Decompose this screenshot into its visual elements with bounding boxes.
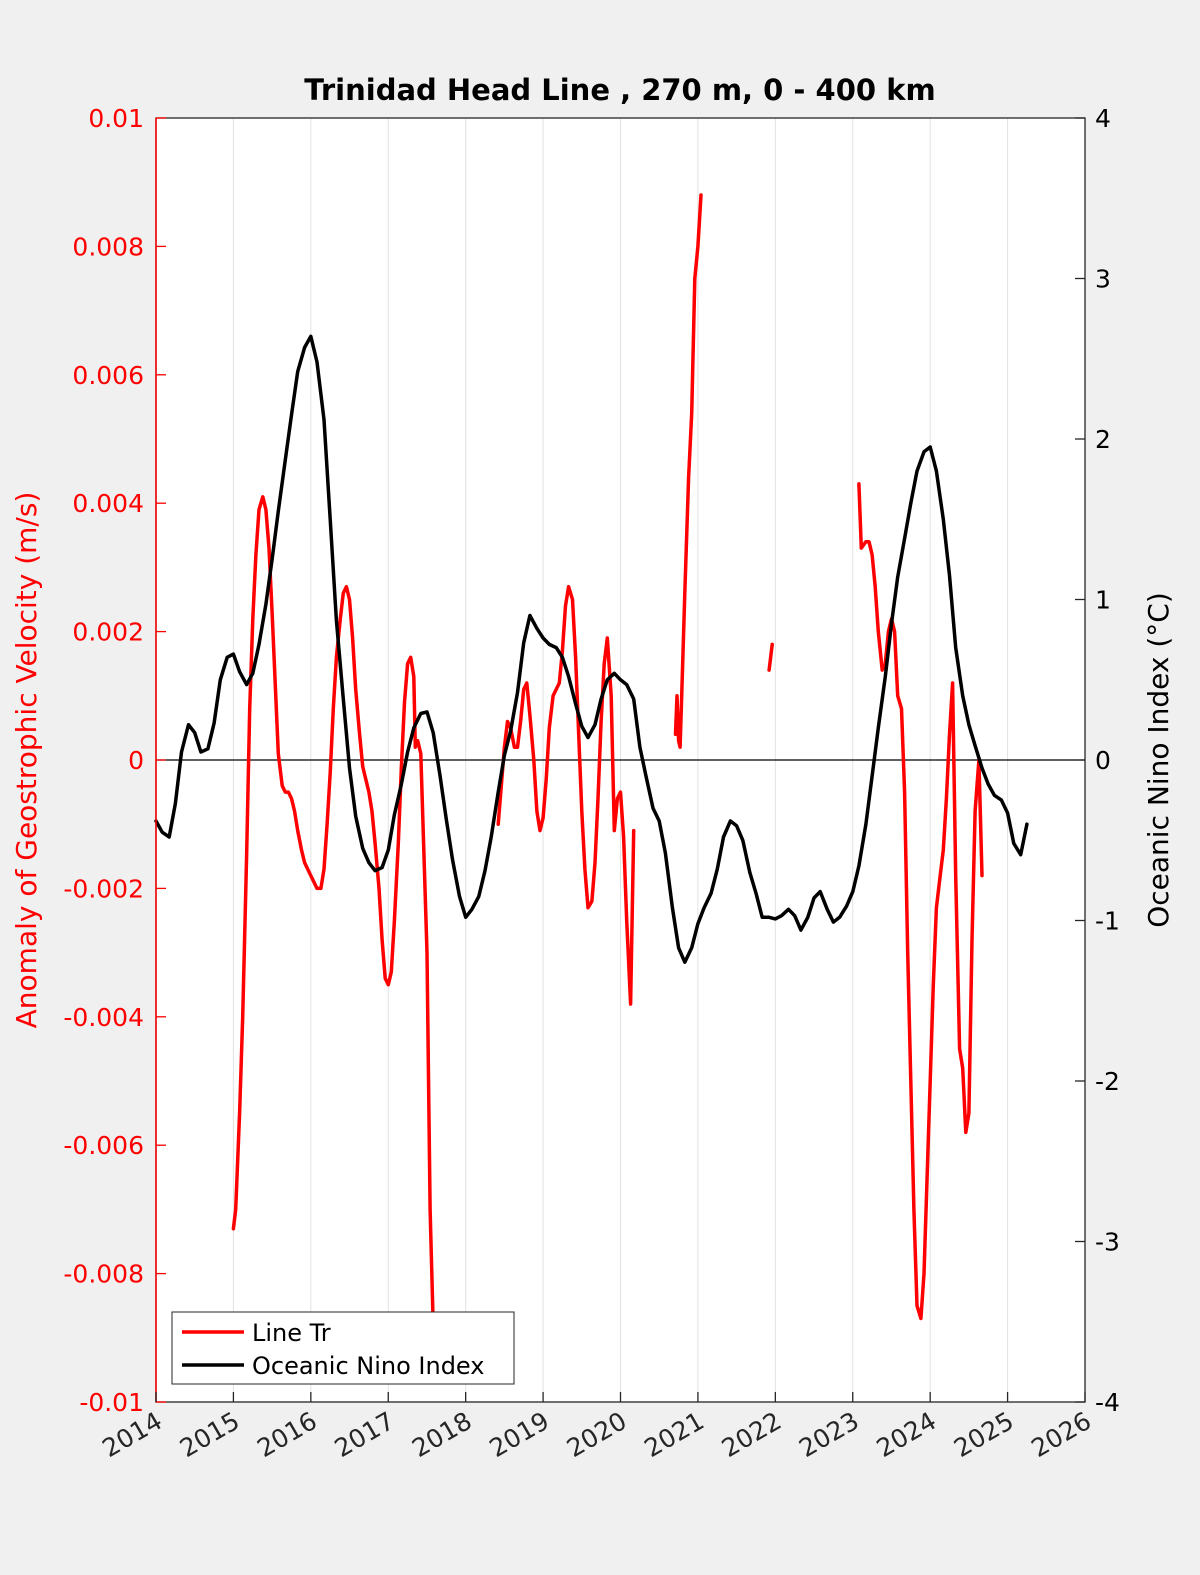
x-tick-label: 2016 — [252, 1406, 322, 1463]
line-tr-series-segment — [673, 193, 703, 749]
right-tick-label: 0 — [1095, 746, 1111, 775]
left-tick-label: 0.008 — [72, 232, 144, 261]
right-tick-label: 3 — [1095, 265, 1111, 294]
right-tick-label: -3 — [1095, 1228, 1120, 1257]
right-tick-label: 4 — [1095, 104, 1111, 133]
left-tick-label: 0 — [128, 746, 144, 775]
left-tick-label: -0.002 — [63, 874, 144, 903]
left-tick-label: 0.006 — [72, 361, 144, 390]
left-tick-label: -0.01 — [79, 1388, 144, 1417]
right-tick-label: 1 — [1095, 586, 1111, 615]
x-tick-label: 2015 — [175, 1406, 245, 1463]
x-tick-label: 2021 — [639, 1406, 709, 1463]
oni-series-segment — [154, 334, 1029, 964]
left-axis: -0.01 -0.008 -0.006 -0.004 -0.002 0 0.002 0.004… — [63, 104, 166, 1417]
right-tick-label: -4 — [1095, 1388, 1120, 1417]
left-tick-label: -0.006 — [63, 1131, 144, 1160]
x-tick-label: 2022 — [717, 1406, 787, 1463]
left-tick-label: 0.01 — [88, 104, 144, 133]
right-tick-label: 2 — [1095, 425, 1111, 454]
right-tick-label: -1 — [1095, 907, 1120, 936]
left-tick-label: 0.002 — [72, 618, 144, 647]
right-axis-label: Oceanic Nino Index (°C) — [1142, 592, 1175, 928]
line-tr-series-segment — [857, 482, 984, 1321]
left-tick-label: -0.008 — [63, 1260, 144, 1289]
x-axis: 2014 2015 2016 2017 2018 2019 2020 2021 2022 2023… — [97, 1392, 1096, 1463]
left-tick-label: -0.004 — [63, 1003, 144, 1032]
x-tick-label: 2018 — [407, 1406, 477, 1463]
legend-label-oni: Oceanic Nino Index — [252, 1352, 484, 1380]
x-tick-label: 2019 — [484, 1406, 554, 1463]
legend: Line Tr Oceanic Nino Index — [171, 1311, 515, 1385]
x-tick-label: 2026 — [1026, 1406, 1096, 1463]
legend-box — [171, 1311, 515, 1385]
left-axis-label: Anomaly of Geostrophic Velocity (m/s) — [10, 492, 43, 1029]
x-tick-label: 2024 — [872, 1406, 942, 1463]
right-axis: -4 -3 -2 -1 0 1 2 3 4 — [1075, 104, 1120, 1417]
legend-label-line-tr: Line Tr — [252, 1319, 331, 1347]
line-tr-series-segment — [767, 642, 774, 672]
x-tick-label: 2017 — [330, 1406, 400, 1463]
series-layer — [154, 193, 1029, 1327]
chart-title: Trinidad Head Line , 270 m, 0 - 400 km — [304, 73, 935, 107]
x-tick-label: 2023 — [794, 1406, 864, 1463]
line-tr-series-segment — [496, 584, 636, 1006]
left-tick-label: 0.004 — [72, 489, 144, 518]
x-tick-label: 2025 — [949, 1406, 1019, 1463]
right-tick-label: -2 — [1095, 1067, 1120, 1096]
x-tick-label: 2020 — [562, 1406, 632, 1463]
